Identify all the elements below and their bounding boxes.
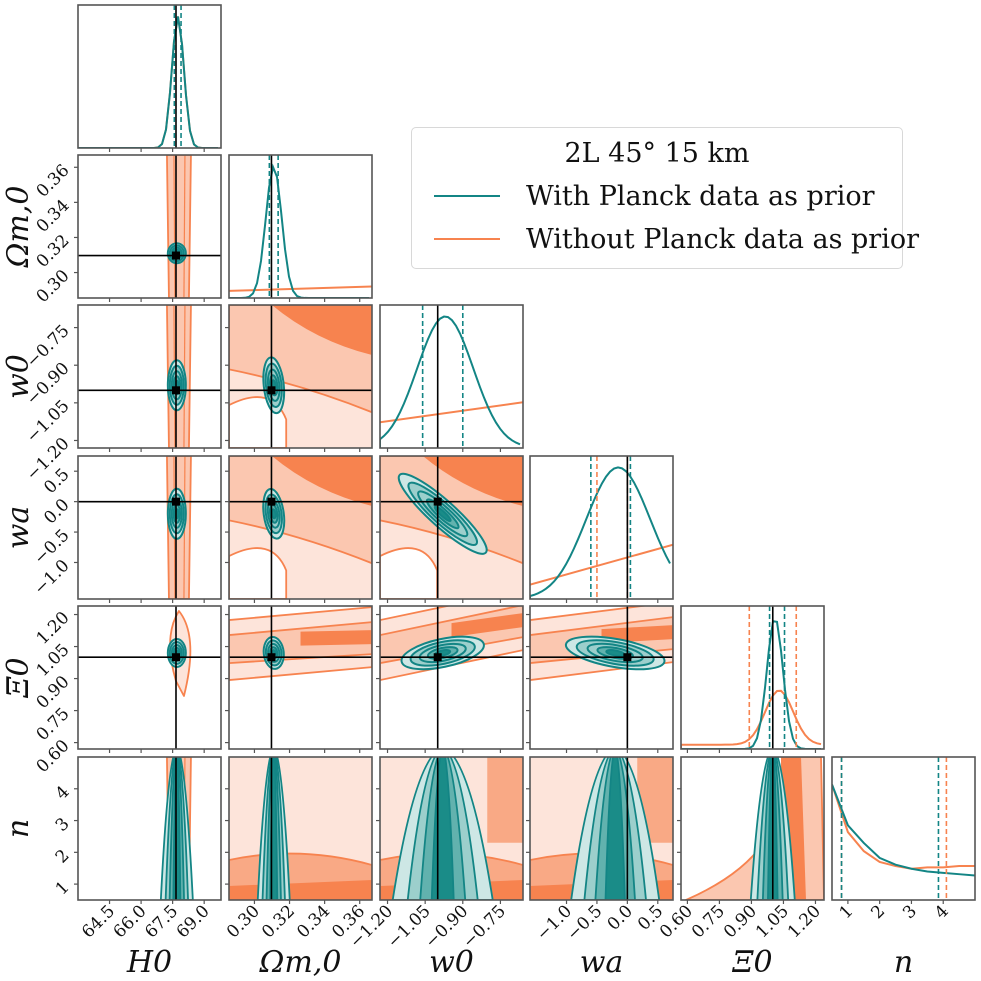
- panel-Om0-n: [225, 756, 373, 904]
- panel-w0-Xi0: [376, 605, 524, 753]
- x-axis-label-H0: H0: [126, 945, 172, 980]
- x-tick-label: 1.05: [752, 901, 793, 942]
- y-axis-label-wa: wa: [1, 506, 36, 550]
- legend-entry-without-planck: Without Planck data as prior: [434, 223, 919, 255]
- legend-label: With Planck data as prior: [526, 180, 875, 212]
- y-tick-label: 0.0: [40, 495, 73, 528]
- panel-H0-H0: [77, 4, 222, 152]
- legend-label: Without Planck data as prior: [526, 223, 920, 255]
- y-tick-label: 0.36: [33, 161, 74, 202]
- y-tick-label: 1.05: [33, 640, 74, 681]
- panel-H0-Om0: [74, 154, 222, 302]
- axes-frame: [228, 605, 373, 750]
- x-tick-label: 4: [931, 901, 953, 923]
- y-tick-label: 0.60: [33, 736, 74, 777]
- legend-line-teal-icon: [434, 195, 500, 197]
- x-axis-label-wa: wa: [580, 945, 624, 980]
- panel-H0-wa: [74, 455, 222, 603]
- y-tick-label: 1: [52, 878, 74, 900]
- y-axis-label-Xi0: Ξ0: [1, 657, 36, 698]
- x-tick-label: 0.90: [720, 901, 761, 942]
- panel-H0-Xi0: [74, 605, 222, 753]
- axes-frame: [228, 455, 373, 600]
- axes-frame: [379, 605, 524, 750]
- panel-wa-wa: [529, 455, 674, 603]
- x-tick-label: 0.30: [223, 901, 264, 942]
- y-tick-label: 4: [52, 782, 74, 804]
- panel-Om0-w0: [225, 304, 373, 452]
- y-tick-label: 0.75: [33, 704, 74, 745]
- panel-w0-n: [376, 756, 524, 904]
- x-tick-label: 66.0: [110, 901, 151, 942]
- x-tick-label: 69.0: [173, 901, 214, 942]
- legend: 2L 45° 15 km With Planck data as prior W…: [411, 127, 919, 269]
- axes-frame: [228, 756, 373, 901]
- axes-frame: [77, 154, 222, 299]
- axes-frame: [680, 605, 825, 750]
- x-tick-label: 0.34: [293, 901, 334, 942]
- panel-wa-Xi0: [526, 605, 674, 753]
- x-tick-label: 0.75: [688, 901, 729, 942]
- axes-frame: [77, 756, 222, 901]
- axes-frame: [228, 154, 373, 299]
- panel-w0-w0: [379, 304, 524, 452]
- x-tick-label: 0.60: [656, 901, 697, 942]
- y-tick-label: 0.34: [33, 196, 74, 237]
- y-tick-label: 3: [52, 814, 74, 836]
- x-tick-label: −0.5: [563, 901, 606, 944]
- panel-w0-wa: [376, 455, 524, 603]
- x-tick-label: 3: [899, 901, 921, 923]
- panel-Om0-Xi0: [225, 605, 373, 753]
- y-tick-label: 2: [52, 846, 74, 868]
- legend-title: 2L 45° 15 km: [564, 138, 750, 169]
- axes-frame: [77, 304, 222, 449]
- axes-frame: [680, 756, 825, 901]
- axes-frame: [379, 455, 524, 600]
- axes-frame: [379, 756, 524, 901]
- y-tick-label: 0.30: [33, 266, 74, 307]
- y-axis-label-Om0: Ωm,0: [1, 186, 36, 269]
- axes-frame: [77, 605, 222, 750]
- x-tick-label: 67.5: [141, 901, 182, 942]
- x-axis-label-w0: w0: [429, 945, 474, 980]
- x-axis-label-Xi0: Ξ0: [731, 945, 772, 980]
- axes-frame: [529, 756, 674, 901]
- panel-H0-n: [74, 756, 222, 904]
- legend-line-orange-icon: [434, 238, 500, 240]
- y-axis-label-w0: w0: [1, 354, 36, 399]
- x-tick-label: 64.5: [78, 901, 119, 942]
- x-tick-label: 1: [836, 901, 858, 923]
- panel-wa-n: [526, 756, 674, 904]
- axes-frame: [529, 455, 674, 600]
- x-tick-label: 1.20: [784, 901, 825, 942]
- y-tick-label: 1.20: [33, 608, 74, 649]
- axes-frame: [831, 756, 976, 901]
- axes-frame: [228, 304, 373, 449]
- panel-Om0-wa: [225, 455, 373, 603]
- panel-H0-w0: [74, 304, 222, 452]
- axes-frame: [77, 4, 222, 149]
- panel-Om0-Om0: [228, 154, 373, 302]
- panel-Xi0-n: [677, 756, 825, 904]
- x-tick-label: 2: [867, 901, 889, 923]
- y-axis-label-n: n: [1, 819, 36, 838]
- panel-Xi0-Xi0: [680, 605, 825, 753]
- x-axis-label-n: n: [894, 945, 913, 980]
- axes-frame: [379, 304, 524, 449]
- x-axis-label-Om0: Ωm,0: [259, 945, 342, 980]
- y-tick-label: 0.90: [33, 672, 74, 713]
- axes-frame: [529, 605, 674, 750]
- y-tick-label: 0.32: [33, 231, 74, 272]
- legend-entry-with-planck: With Planck data as prior: [434, 180, 875, 212]
- axes-frame: [77, 455, 222, 600]
- x-tick-label: 0.32: [258, 901, 299, 942]
- x-tick-label: 0.0: [604, 901, 637, 934]
- panel-n-n: [831, 756, 976, 904]
